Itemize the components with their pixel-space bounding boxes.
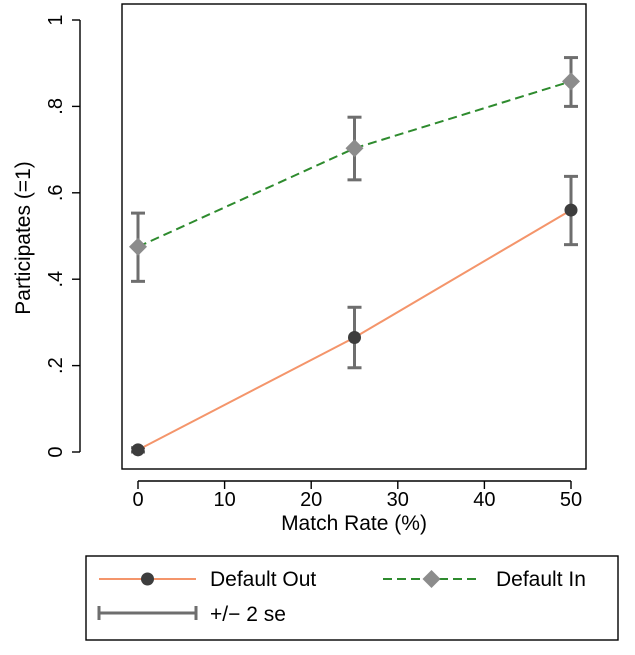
- legend-key-marker-default-in: [422, 570, 441, 588]
- legend-label-default-in: Default In: [496, 568, 586, 591]
- x-tick-label: 10: [213, 489, 235, 511]
- x-tick-label: 50: [560, 489, 582, 511]
- x-tick-label: 0: [132, 489, 143, 511]
- marker-default-in: [345, 139, 364, 158]
- x-tick-label: 40: [473, 489, 495, 511]
- marker-default-out: [131, 443, 145, 457]
- legend-key-marker-default-out: [141, 572, 154, 586]
- marker-default-in: [129, 237, 147, 256]
- x-tick-label: 20: [300, 489, 322, 511]
- marker-default-out: [348, 331, 361, 345]
- legend-label-default-out: Default Out: [210, 568, 316, 591]
- legend-box: [85, 555, 619, 641]
- x-tick-label: 30: [387, 489, 409, 511]
- marker-default-in: [562, 72, 580, 91]
- y-tick-label: .4: [45, 271, 67, 288]
- marker-default-out: [564, 203, 578, 217]
- legend: Default Out Default In +/− 2 se: [85, 555, 619, 641]
- x-axis-title: Match Rate (%): [281, 512, 427, 535]
- legend-label-error-bars: +/− 2 se: [210, 603, 286, 626]
- y-axis-title: Participates (=1): [12, 161, 35, 314]
- y-tick-label: 1: [45, 14, 67, 25]
- y-tick-label: .8: [45, 98, 67, 115]
- y-tick-label: .6: [45, 184, 67, 201]
- y-tick-label: 0: [45, 446, 67, 457]
- plot-area: [121, 3, 587, 470]
- y-tick-label: .2: [45, 357, 67, 374]
